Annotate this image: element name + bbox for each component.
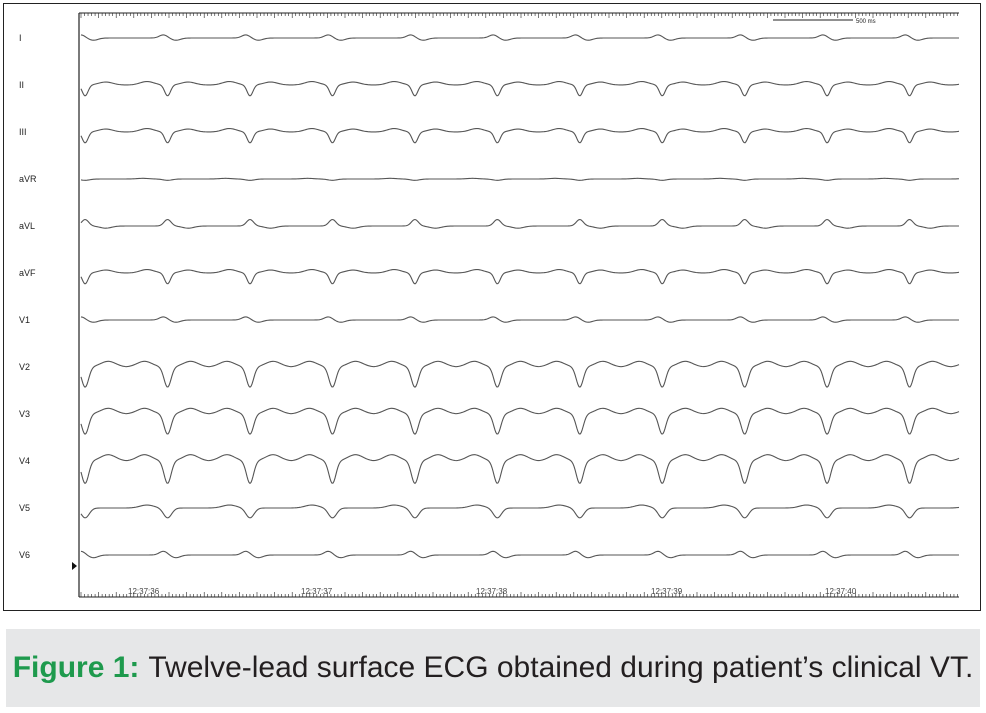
- ecg-trace: [80, 504, 960, 519]
- lead-label: aVL: [19, 221, 35, 231]
- lead-label: V2: [19, 362, 30, 372]
- time-label: 12:37:37: [301, 587, 333, 596]
- ecg-trace: [80, 407, 960, 435]
- caption-label: Figure 1:: [12, 651, 140, 684]
- ecg-trace: [80, 550, 959, 559]
- ecg-trace: [80, 34, 959, 41]
- lead-label: V3: [19, 409, 30, 419]
- time-label: 12:37:40: [825, 587, 857, 596]
- lead-label: V5: [19, 503, 30, 513]
- time-label: 12:37:36: [128, 587, 160, 596]
- lead-label: aVR: [19, 174, 37, 184]
- lead-label: aVF: [19, 268, 36, 278]
- scale-bar: 500 ms: [773, 19, 876, 25]
- time-labels: 12:37:36 12:37:37 12:37:38 12:37:39 12:37:40: [128, 587, 857, 596]
- lead-label: V1: [19, 315, 30, 325]
- caption-bar: Figure 1: Twelve-lead surface ECG obtain…: [6, 629, 980, 707]
- ecg-trace: [80, 454, 960, 485]
- lead-label: I: [19, 33, 22, 43]
- ecg-trace: [80, 80, 960, 97]
- lead-label: V6: [19, 550, 30, 560]
- ecg-trace: [80, 360, 960, 388]
- lead-label: V4: [19, 456, 30, 466]
- figure-frame: [3, 3, 981, 611]
- ecg-trace: [80, 218, 959, 229]
- time-ticks-bottom: [80, 592, 958, 597]
- lead-label: III: [19, 127, 27, 137]
- time-label: 12:37:39: [651, 587, 683, 596]
- ecg-trace: [80, 316, 959, 323]
- ecg-traces: [80, 34, 960, 559]
- time-ticks-top: [80, 13, 958, 18]
- lead-label: II: [19, 80, 24, 90]
- lead-marker-arrow: [72, 562, 77, 570]
- ecg-trace: [80, 268, 960, 285]
- ecg-trace: [80, 177, 960, 181]
- scale-bar-label: 500 ms: [856, 19, 876, 25]
- ecg-trace: [80, 127, 960, 144]
- time-label: 12:37:38: [476, 587, 508, 596]
- caption-text: Twelve-lead surface ECG obtained during …: [148, 651, 974, 684]
